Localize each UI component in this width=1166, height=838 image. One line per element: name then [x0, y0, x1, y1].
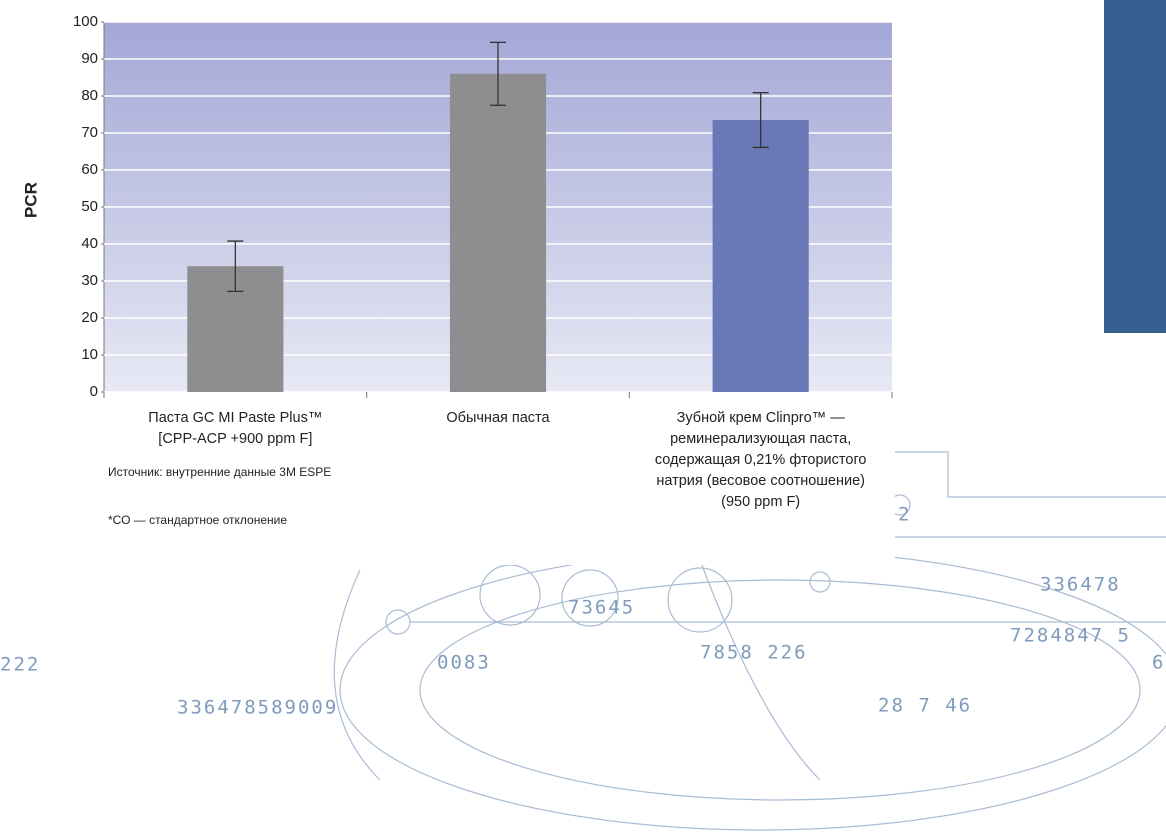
x-tick-label: Зубной крем Clinpro™ — реминерализующая …: [654, 410, 867, 510]
y-tick-label: 40: [81, 235, 98, 252]
x-tick-label: Паста GC MI Paste Plus™ [CPP-ACP +900 pp…: [148, 410, 323, 447]
y-tick-label: 50: [81, 198, 98, 215]
error-bar: [227, 240, 244, 293]
y-tick-label: 60: [81, 161, 98, 178]
y-tick-label: 100: [73, 13, 98, 30]
decorative-number: 336478589009: [177, 697, 338, 719]
y-tick-label: 10: [81, 346, 98, 363]
decorative-number: 0083: [437, 652, 491, 674]
bar: [712, 120, 809, 393]
side-panel: [1104, 0, 1166, 333]
decorative-number: 73645: [568, 597, 635, 619]
y-axis-label: PCR: [21, 182, 40, 218]
decorative-number: 222: [0, 654, 40, 676]
footnote: *СО — стандартное отклонение: [108, 513, 288, 527]
decorative-number: 6: [1152, 652, 1165, 674]
y-tick-label: 20: [81, 309, 98, 326]
decorative-number: 28 7 46: [878, 695, 972, 717]
bar: [449, 73, 547, 393]
y-tick-label: 0: [90, 383, 98, 400]
error-bar: [490, 41, 506, 106]
decorative-number: 7858 226: [700, 642, 808, 664]
y-tick-label: 80: [81, 87, 98, 104]
error-bar: [752, 92, 769, 149]
y-tick-label: 70: [81, 124, 98, 141]
decorative-number: 7284847 5: [1010, 625, 1131, 647]
decorative-number: 2: [898, 504, 911, 526]
decorative-number: 336478: [1040, 574, 1121, 596]
x-tick-label: Обычная паста: [446, 410, 550, 426]
y-tick-label: 30: [81, 272, 98, 289]
y-tick-label: 90: [81, 50, 98, 67]
source-note: Источник: внутренние данные 3M ESPE: [108, 465, 332, 479]
